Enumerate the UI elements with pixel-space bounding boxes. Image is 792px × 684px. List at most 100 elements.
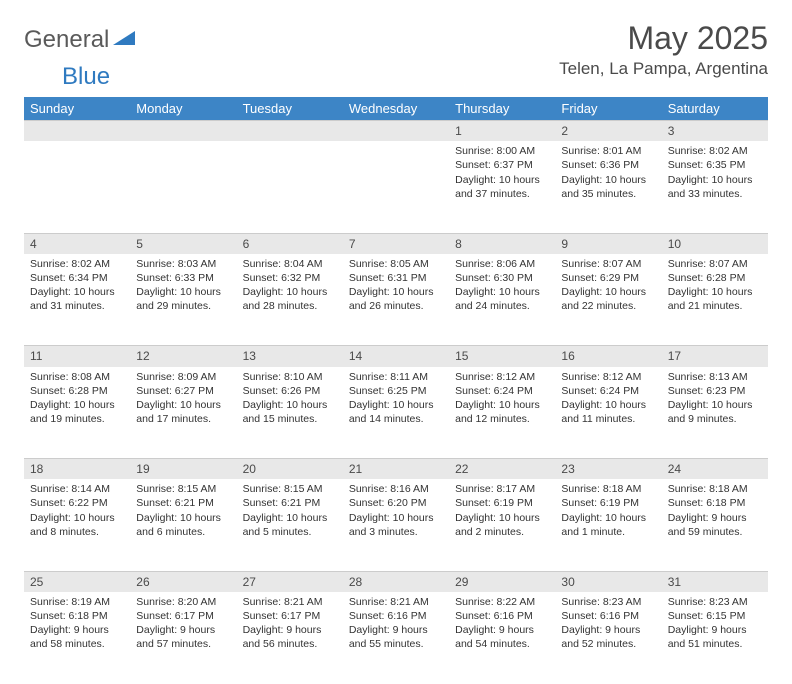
logo-word2: Blue — [62, 63, 792, 91]
day-number-cell: 21 — [343, 459, 449, 480]
daylight-text: Daylight: 10 hours and 35 minutes. — [561, 173, 655, 201]
day-content-cell: Sunrise: 8:06 AMSunset: 6:30 PMDaylight:… — [449, 254, 555, 346]
sunrise-text: Sunrise: 8:10 AM — [243, 370, 337, 384]
daylight-text: Daylight: 10 hours and 11 minutes. — [561, 398, 655, 426]
day-number-cell: 5 — [130, 233, 236, 254]
day-number-cell: 26 — [130, 571, 236, 592]
daylight-text: Daylight: 9 hours and 58 minutes. — [30, 623, 124, 651]
daylight-text: Daylight: 10 hours and 28 minutes. — [243, 285, 337, 313]
day-number-cell: 28 — [343, 571, 449, 592]
weekday-header: Sunday — [24, 97, 130, 121]
sunset-text: Sunset: 6:29 PM — [561, 271, 655, 285]
daylight-text: Daylight: 10 hours and 14 minutes. — [349, 398, 443, 426]
day-content-cell: Sunrise: 8:15 AMSunset: 6:21 PMDaylight:… — [130, 479, 236, 571]
weekday-header: Thursday — [449, 97, 555, 121]
sunset-text: Sunset: 6:19 PM — [561, 496, 655, 510]
sunrise-text: Sunrise: 8:15 AM — [136, 482, 230, 496]
daynum-row: 18192021222324 — [24, 459, 768, 480]
sunset-text: Sunset: 6:17 PM — [136, 609, 230, 623]
day-content-cell: Sunrise: 8:14 AMSunset: 6:22 PMDaylight:… — [24, 479, 130, 571]
weekday-header-row: SundayMondayTuesdayWednesdayThursdayFrid… — [24, 97, 768, 121]
day-number-cell: 29 — [449, 571, 555, 592]
calendar-table: SundayMondayTuesdayWednesdayThursdayFrid… — [24, 97, 768, 684]
sunset-text: Sunset: 6:19 PM — [455, 496, 549, 510]
day-content-cell: Sunrise: 8:18 AMSunset: 6:18 PMDaylight:… — [662, 479, 768, 571]
sunrise-text: Sunrise: 8:18 AM — [668, 482, 762, 496]
sunset-text: Sunset: 6:31 PM — [349, 271, 443, 285]
day-number-cell: 11 — [24, 346, 130, 367]
day-content-cell: Sunrise: 8:15 AMSunset: 6:21 PMDaylight:… — [237, 479, 343, 571]
day-number-cell: 20 — [237, 459, 343, 480]
day-number-cell: 15 — [449, 346, 555, 367]
day-number-cell: 3 — [662, 121, 768, 142]
daynum-row: 25262728293031 — [24, 571, 768, 592]
logo-triangle-icon — [113, 29, 135, 52]
daynum-row: 11121314151617 — [24, 346, 768, 367]
weekday-header: Monday — [130, 97, 236, 121]
sunset-text: Sunset: 6:23 PM — [668, 384, 762, 398]
sunset-text: Sunset: 6:24 PM — [561, 384, 655, 398]
sunrise-text: Sunrise: 8:00 AM — [455, 144, 549, 158]
day-number-cell: 12 — [130, 346, 236, 367]
sunset-text: Sunset: 6:18 PM — [668, 496, 762, 510]
month-title: May 2025 — [559, 20, 768, 57]
day-number-cell: 2 — [555, 121, 661, 142]
daylight-text: Daylight: 10 hours and 24 minutes. — [455, 285, 549, 313]
sunrise-text: Sunrise: 8:07 AM — [561, 257, 655, 271]
day-number-cell: 30 — [555, 571, 661, 592]
day-content-cell: Sunrise: 8:01 AMSunset: 6:36 PMDaylight:… — [555, 141, 661, 233]
day-number-cell: 14 — [343, 346, 449, 367]
day-number-cell: 13 — [237, 346, 343, 367]
day-content-cell: Sunrise: 8:22 AMSunset: 6:16 PMDaylight:… — [449, 592, 555, 684]
daylight-text: Daylight: 9 hours and 55 minutes. — [349, 623, 443, 651]
sunrise-text: Sunrise: 8:03 AM — [136, 257, 230, 271]
daylight-text: Daylight: 9 hours and 59 minutes. — [668, 511, 762, 539]
sunrise-text: Sunrise: 8:08 AM — [30, 370, 124, 384]
sunrise-text: Sunrise: 8:11 AM — [349, 370, 443, 384]
day-number-cell: 7 — [343, 233, 449, 254]
day-number-cell: 8 — [449, 233, 555, 254]
daylight-text: Daylight: 10 hours and 9 minutes. — [668, 398, 762, 426]
day-number-cell: 10 — [662, 233, 768, 254]
daylight-text: Daylight: 10 hours and 37 minutes. — [455, 173, 549, 201]
sunrise-text: Sunrise: 8:02 AM — [668, 144, 762, 158]
day-content-cell: Sunrise: 8:23 AMSunset: 6:15 PMDaylight:… — [662, 592, 768, 684]
sunset-text: Sunset: 6:25 PM — [349, 384, 443, 398]
sunset-text: Sunset: 6:30 PM — [455, 271, 549, 285]
day-content-cell — [237, 141, 343, 233]
day-content-cell: Sunrise: 8:00 AMSunset: 6:37 PMDaylight:… — [449, 141, 555, 233]
day-content-cell: Sunrise: 8:16 AMSunset: 6:20 PMDaylight:… — [343, 479, 449, 571]
content-row: Sunrise: 8:00 AMSunset: 6:37 PMDaylight:… — [24, 141, 768, 233]
daylight-text: Daylight: 10 hours and 2 minutes. — [455, 511, 549, 539]
sunrise-text: Sunrise: 8:17 AM — [455, 482, 549, 496]
sunset-text: Sunset: 6:34 PM — [30, 271, 124, 285]
daylight-text: Daylight: 10 hours and 15 minutes. — [243, 398, 337, 426]
content-row: Sunrise: 8:08 AMSunset: 6:28 PMDaylight:… — [24, 367, 768, 459]
sunrise-text: Sunrise: 8:02 AM — [30, 257, 124, 271]
day-content-cell: Sunrise: 8:05 AMSunset: 6:31 PMDaylight:… — [343, 254, 449, 346]
day-content-cell: Sunrise: 8:12 AMSunset: 6:24 PMDaylight:… — [449, 367, 555, 459]
sunrise-text: Sunrise: 8:13 AM — [668, 370, 762, 384]
day-content-cell — [343, 141, 449, 233]
weekday-header: Saturday — [662, 97, 768, 121]
sunrise-text: Sunrise: 8:16 AM — [349, 482, 443, 496]
daylight-text: Daylight: 10 hours and 22 minutes. — [561, 285, 655, 313]
sunrise-text: Sunrise: 8:04 AM — [243, 257, 337, 271]
day-content-cell: Sunrise: 8:19 AMSunset: 6:18 PMDaylight:… — [24, 592, 130, 684]
weekday-header: Tuesday — [237, 97, 343, 121]
sunset-text: Sunset: 6:18 PM — [30, 609, 124, 623]
daylight-text: Daylight: 9 hours and 54 minutes. — [455, 623, 549, 651]
day-content-cell: Sunrise: 8:07 AMSunset: 6:28 PMDaylight:… — [662, 254, 768, 346]
weekday-header: Wednesday — [343, 97, 449, 121]
day-number-cell: 4 — [24, 233, 130, 254]
day-content-cell: Sunrise: 8:20 AMSunset: 6:17 PMDaylight:… — [130, 592, 236, 684]
daylight-text: Daylight: 10 hours and 26 minutes. — [349, 285, 443, 313]
daylight-text: Daylight: 9 hours and 52 minutes. — [561, 623, 655, 651]
day-number-cell — [130, 121, 236, 142]
sunrise-text: Sunrise: 8:23 AM — [668, 595, 762, 609]
daylight-text: Daylight: 10 hours and 19 minutes. — [30, 398, 124, 426]
sunrise-text: Sunrise: 8:14 AM — [30, 482, 124, 496]
day-content-cell: Sunrise: 8:17 AMSunset: 6:19 PMDaylight:… — [449, 479, 555, 571]
sunset-text: Sunset: 6:33 PM — [136, 271, 230, 285]
day-content-cell: Sunrise: 8:21 AMSunset: 6:17 PMDaylight:… — [237, 592, 343, 684]
